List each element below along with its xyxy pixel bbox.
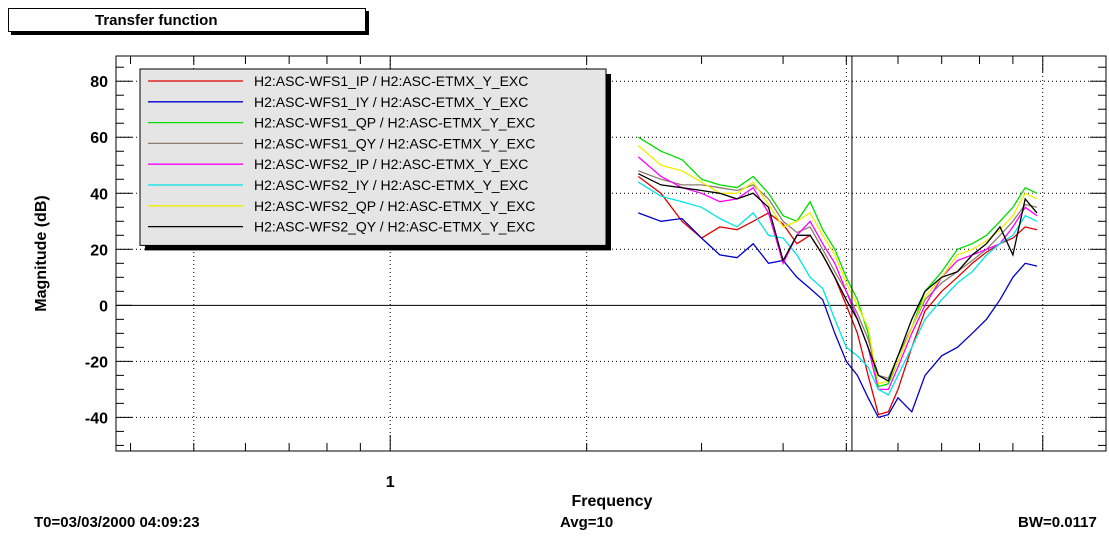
axis-labels: -40 -20 0 20 40 60 80 1 Frequency Magnitude (dB): [33, 74, 653, 510]
y-tick-label: 80: [90, 74, 108, 91]
legend-entry: H2:ASC-WFS1_QP / H2:ASC-ETMX_Y_EXC: [254, 115, 535, 131]
legend-entry: H2:ASC-WFS2_QP / H2:ASC-ETMX_Y_EXC: [254, 198, 535, 214]
series-line-7: [637, 145, 1038, 385]
chart-title: Transfer function: [95, 12, 218, 29]
legend-entry: H2:ASC-WFS1_IY / H2:ASC-ETMX_Y_EXC: [254, 94, 528, 110]
start-time-label: T0=03/03/2000 04:09:23: [34, 514, 200, 531]
series-line-8: [638, 173, 1038, 382]
series-line-4: [638, 170, 1038, 379]
legend-entry: H2:ASC-WFS2_IP / H2:ASC-ETMX_Y_EXC: [254, 156, 528, 172]
legend-entry: H2:ASC-WFS2_QY / H2:ASC-ETMX_Y_EXC: [254, 219, 535, 235]
series-group: [637, 136, 1038, 419]
y-tick-label: -20: [85, 354, 108, 371]
chart-title-box: Transfer function: [8, 8, 366, 32]
legend: H2:ASC-WFS1_IP / H2:ASC-ETMX_Y_EXC H2:ASC…: [139, 68, 611, 251]
average-count-label: Avg=10: [560, 514, 614, 531]
y-tick-label: -40: [85, 410, 108, 427]
series-line-2: [638, 212, 1038, 419]
legend-entry: H2:ASC-WFS1_QY / H2:ASC-ETMX_Y_EXC: [254, 135, 535, 151]
x-tick-label: 1: [386, 474, 395, 491]
series-line-1: [637, 175, 1038, 416]
bandwidth-label: BW=0.0117: [1018, 514, 1097, 531]
legend-box: [139, 68, 607, 246]
y-tick-label: 60: [90, 130, 108, 147]
legend-entry: H2:ASC-WFS1_IP / H2:ASC-ETMX_Y_EXC: [254, 73, 528, 89]
series-line-6: [637, 181, 1038, 396]
series-line-3: [637, 136, 1038, 388]
legend-entry: H2:ASC-WFS2_IY / H2:ASC-ETMX_Y_EXC: [254, 177, 528, 193]
y-axis-label: Magnitude (dB): [33, 195, 50, 311]
y-tick-label: 40: [90, 186, 108, 203]
y-tick-label: 20: [90, 242, 108, 259]
axis-ticks: [116, 56, 1106, 451]
x-axis-label: Frequency: [572, 493, 653, 510]
y-tick-label: 0: [99, 298, 108, 315]
